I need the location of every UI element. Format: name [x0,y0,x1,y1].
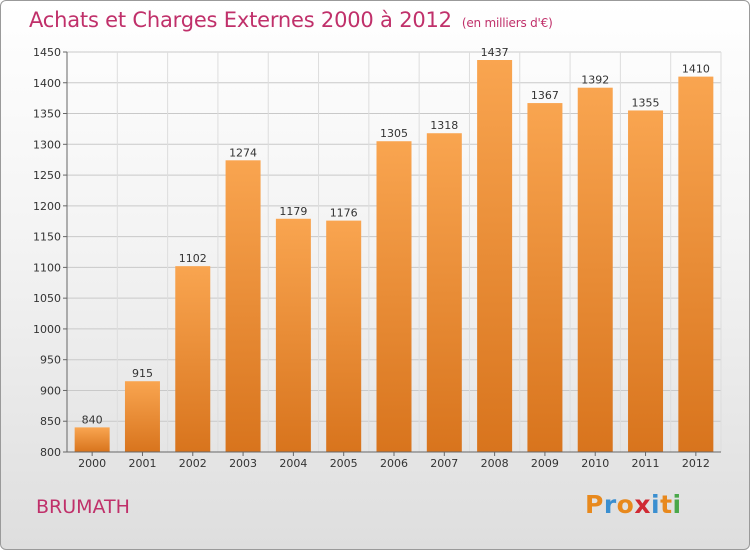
bar-2006 [376,141,412,452]
logo-letter: t [660,490,673,519]
logo-letter: r [603,490,617,519]
bars [74,60,714,453]
bar-2007 [426,133,462,452]
axes [63,51,721,456]
data-label-2010: 1392 [581,74,609,87]
bar-2004 [275,218,311,452]
y-tick-label: 1300 [33,138,61,151]
data-label-2008: 1437 [481,46,509,59]
x-tick-label-2009: 2009 [531,457,559,470]
labels: 800 850 900 950 1000 1050 1100 1150 1200 1250 1300… [33,46,710,470]
y-tick-label: 1350 [33,108,61,121]
x-tick-label-2003: 2003 [229,457,257,470]
x-tick-label-2004: 2004 [279,457,307,470]
logo-letter: o [616,490,635,519]
y-tick-label: 1050 [33,292,61,305]
x-tick-label-2002: 2002 [179,457,207,470]
data-label-2003: 1274 [229,146,257,159]
x-tick-label-2000: 2000 [78,457,106,470]
y-tick-label: 1400 [33,77,61,90]
chart-subtitle: (en milliers d'€) [461,16,553,30]
data-label-2005: 1176 [330,207,358,220]
chart-title-text: Achats et Charges Externes 2000 à 2012 [29,8,452,32]
x-tick-label-2012: 2012 [682,457,710,470]
bar-2012 [678,76,714,452]
bar-2010 [577,87,613,452]
bar-2005 [326,220,362,452]
y-tick-label: 800 [40,446,61,459]
bar-2003 [225,160,261,453]
data-label-2012: 1410 [682,63,710,76]
y-tick-label: 1150 [33,231,61,244]
logo-letter: P [585,490,604,519]
data-label-2000: 840 [82,413,103,426]
data-label-2009: 1367 [531,89,559,102]
bar-2011 [628,110,664,452]
logo-letter: x [634,490,651,519]
y-tick-label: 1450 [33,46,61,59]
bar-2000 [74,427,110,452]
bar-2008 [477,60,513,452]
x-tick-label-2010: 2010 [581,457,609,470]
y-tick-label: 1100 [33,261,61,274]
y-tick-label: 1250 [33,169,61,182]
city-name: BRUMATH [36,496,130,518]
data-label-2011: 1355 [632,96,660,109]
proxiti-logo: Proxiti [585,490,682,519]
logo-letter: i [672,490,682,519]
y-tick-label: 900 [40,384,61,397]
y-tick-label: 1000 [33,323,61,336]
x-tick-label-2007: 2007 [430,457,458,470]
chart-title: Achats et Charges Externes 2000 à 2012 (e… [29,8,553,32]
data-label-2007: 1318 [430,119,458,132]
y-tick-label: 850 [40,415,61,428]
y-tick-label: 1200 [33,200,61,213]
data-label-2002: 1102 [179,252,207,265]
x-tick-label-2001: 2001 [128,457,156,470]
x-tick-label-2005: 2005 [330,457,358,470]
bar-2001 [124,381,160,452]
x-tick-label-2008: 2008 [481,457,509,470]
x-tick-label-2006: 2006 [380,457,408,470]
data-label-2004: 1179 [279,205,307,218]
bar-2009 [527,103,563,453]
y-tick-label: 950 [40,354,61,367]
logo-letter: i [651,490,661,519]
data-label-2006: 1305 [380,127,408,140]
x-tick-label-2011: 2011 [632,457,660,470]
data-label-2001: 915 [132,367,153,380]
bar-2002 [175,266,211,452]
